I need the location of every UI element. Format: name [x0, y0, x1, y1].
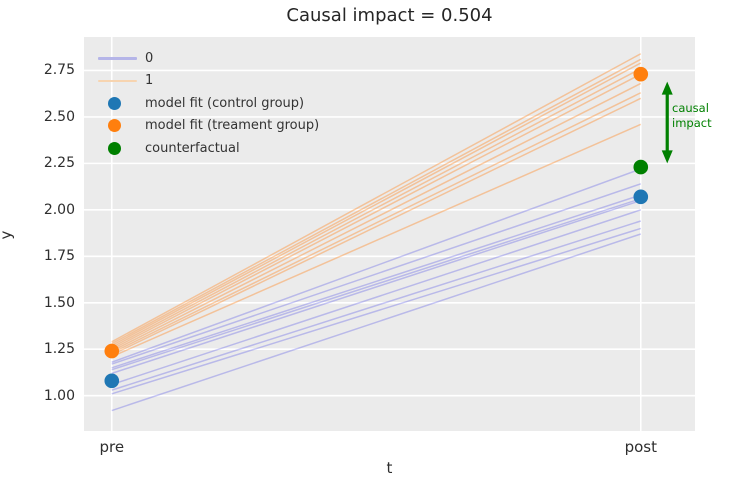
trajectory-line-group-0 — [111, 227, 642, 395]
trajectory-line-group-1 — [111, 58, 642, 345]
trajectory-line-group-1 — [111, 67, 642, 349]
legend-item-model-fit-treatment: model fit (treament group) — [98, 115, 319, 138]
x-tick-label: pre — [99, 438, 125, 456]
legend-label: 0 — [145, 50, 154, 66]
x-tick-label: post — [624, 438, 657, 456]
legend-item-counterfactual: counterfactual — [98, 137, 319, 160]
chart-title: Causal impact = 0.504 — [286, 5, 493, 26]
legend-dot-swatch-treatment-fit — [108, 119, 121, 133]
trajectory-line-group-0 — [111, 194, 642, 369]
legend-label: 1 — [145, 73, 154, 89]
x-axis-ticks: pre post — [84, 438, 695, 458]
y-tick-label: 2.25 — [43, 155, 75, 172]
trajectory-line-group-0 — [111, 233, 642, 412]
legend-label: model fit (control group) — [145, 95, 305, 111]
y-tick-label: 2.75 — [43, 62, 75, 79]
trajectory-line-group-0 — [111, 197, 642, 371]
chart-canvas — [84, 37, 695, 431]
legend-item-group-0: 0 — [98, 47, 319, 70]
legend-dot-swatch-counterfactual — [108, 141, 121, 155]
marker-model-fit-control-group- — [104, 373, 120, 389]
trajectory-line-group-1 — [111, 73, 642, 350]
trajectory-line-group-0 — [111, 209, 642, 386]
trajectory-line-group-1 — [111, 97, 642, 356]
legend-label: counterfactual — [145, 140, 240, 156]
legend-label: model fit (treament group) — [145, 118, 320, 134]
y-tick-label: 1.50 — [43, 294, 75, 311]
plot-area: 0 1 model fit (control group) model fit … — [84, 37, 695, 431]
y-tick-label: 1.25 — [43, 341, 75, 358]
trajectory-line-group-1 — [111, 92, 642, 354]
legend-dot-swatch-control-fit — [108, 96, 121, 110]
annotation-line-2: impact — [672, 115, 712, 130]
marker-model-fit-treament-group- — [633, 66, 649, 82]
trajectory-line-group-0 — [111, 183, 642, 365]
legend: 0 1 model fit (control group) model fit … — [98, 47, 319, 160]
legend-item-group-1: 1 — [98, 70, 319, 93]
y-tick-label: 2.00 — [43, 201, 75, 218]
legend-line-swatch-control — [98, 57, 137, 60]
legend-item-model-fit-control: model fit (control group) — [98, 92, 319, 115]
y-axis-ticks: 1.00 1.25 1.50 1.75 2.00 2.25 2.50 2.75 — [0, 37, 78, 431]
trajectory-line-group-1 — [111, 53, 642, 343]
trajectory-line-group-1 — [111, 82, 642, 352]
annotation-line-1: causal — [672, 101, 709, 115]
trajectory-line-group-1 — [111, 123, 642, 358]
trajectory-line-group-0 — [111, 220, 642, 391]
marker-model-fit-treament-group- — [104, 343, 120, 359]
legend-line-swatch-treatment — [98, 79, 137, 82]
marker-counterfactual — [633, 159, 649, 175]
y-tick-label: 1.75 — [43, 248, 75, 265]
arrow-head-up-icon — [661, 81, 673, 95]
arrow-head-down-icon — [661, 150, 673, 164]
x-axis-label: t — [386, 459, 393, 477]
y-tick-label: 1.00 — [43, 387, 75, 404]
y-tick-label: 2.50 — [43, 108, 75, 125]
trajectory-line-group-1 — [111, 62, 642, 347]
marker-model-fit-control-group- — [633, 189, 649, 205]
trajectory-line-group-0 — [111, 199, 642, 375]
trajectory-line-group-0 — [111, 168, 642, 363]
causal-impact-annotation: causal impact — [672, 101, 731, 131]
